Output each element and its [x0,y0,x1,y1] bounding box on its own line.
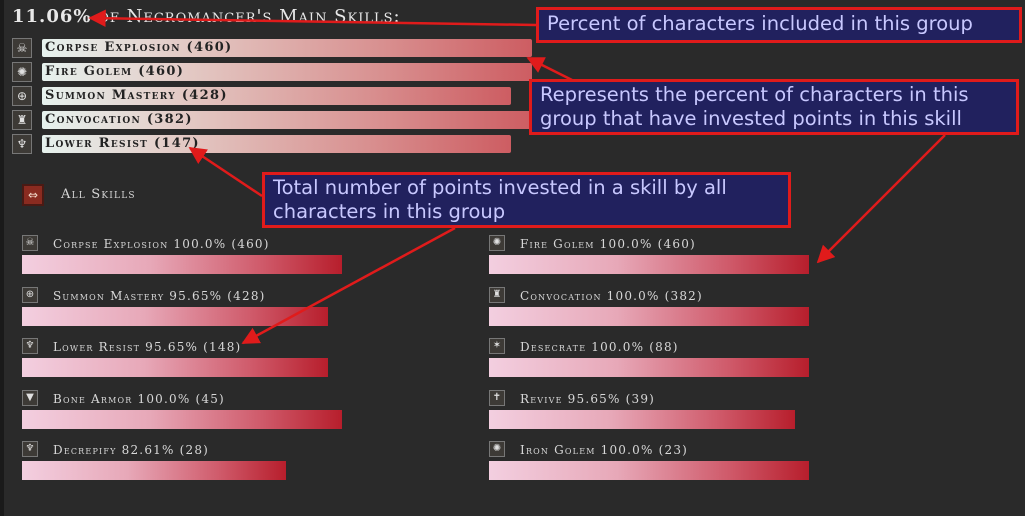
arrow-total-points-1 [188,146,263,198]
summon-mastery-icon: ⊕ [12,86,32,106]
skill-entry-convocation: ♜ Convocation 100.0% (382) [489,287,819,335]
skill-share-bar [489,461,809,480]
skill-entry-summon-mastery: ⊕ Summon Mastery 95.65% (428) [22,287,352,335]
main-skill-row-corpse-explosion: ☠ Corpse Explosion (460) [12,38,532,58]
main-skill-label: Summon Mastery (428) [45,88,228,103]
skill-stat-label: Convocation 100.0% (382) [520,289,703,303]
convocation-icon: ♜ [12,110,32,130]
page-edge [0,0,4,516]
skill-share-bar [22,410,342,429]
main-skill-bar [42,39,532,57]
main-skill-bar [42,111,532,129]
bone-armor-icon: ▼ [22,390,38,406]
skill-stat-label: Bone Armor 100.0% (45) [53,392,225,406]
annotation-group-percent: Percent of characters included in this g… [536,7,1022,43]
skill-share-bar [489,410,795,429]
main-skill-label: Lower Resist (147) [45,136,200,151]
group-title: of Necromancer's Main Skills: [98,6,401,27]
all-skills-toggle-icon[interactable]: ⇔ [22,184,44,206]
skill-share-bar [22,461,286,480]
skill-entry-desecrate: ✶ Desecrate 100.0% (88) [489,338,819,386]
main-skill-label: Convocation (382) [45,112,193,127]
lower-resist-icon: ♆ [22,338,38,354]
all-skills-label[interactable]: All Skills [61,187,136,202]
main-skill-label: Fire Golem (460) [45,64,185,79]
main-skill-row-fire-golem: ✺ Fire Golem (460) [12,62,532,82]
annotation-invested-percent: Represents the percent of characters in … [529,79,1019,135]
fire-golem-icon: ✺ [489,235,505,251]
decrepify-icon: ♆ [22,441,38,457]
main-skill-bar [42,63,532,81]
skill-entry-fire-golem: ✺ Fire Golem 100.0% (460) [489,235,819,283]
arrow-invested-percent-1 [526,56,573,82]
skill-share-bar [22,255,342,274]
skill-entry-corpse-explosion: ☠ Corpse Explosion 100.0% (460) [22,235,352,283]
iron-golem-icon: ✺ [489,441,505,457]
main-skill-label: Corpse Explosion (460) [45,40,233,55]
skill-share-bar [489,307,809,326]
skill-entry-bone-armor: ▼ Bone Armor 100.0% (45) [22,390,352,438]
skill-stat-label: Corpse Explosion 100.0% (460) [53,237,270,251]
corpse-explosion-icon: ☠ [22,235,38,251]
skill-stat-label: Desecrate 100.0% (88) [520,340,679,354]
skill-share-bar [22,307,328,326]
main-skill-bar [42,87,511,105]
corpse-explosion-icon: ☠ [12,38,32,58]
skill-stat-label: Decrepify 82.61% (28) [53,443,210,457]
skill-entry-lower-resist: ♆ Lower Resist 95.65% (148) [22,338,352,386]
skill-entry-iron-golem: ✺ Iron Golem 100.0% (23) [489,441,819,489]
skill-stat-label: Lower Resist 95.65% (148) [53,340,242,354]
lower-resist-icon: ♆ [12,134,32,154]
skill-stat-label: Iron Golem 100.0% (23) [520,443,689,457]
skill-entry-decrepify: ♆ Decrepify 82.61% (28) [22,441,352,489]
skill-stat-label: Summon Mastery 95.65% (428) [53,289,266,303]
skill-stat-label: Revive 95.65% (39) [520,392,656,406]
annotation-total-points: Total number of points invested in a ski… [262,172,791,228]
summon-mastery-icon: ⊕ [22,287,38,303]
skill-share-bar [489,358,809,377]
main-skill-bar [42,135,511,153]
group-header: 11.06% of Necromancer's Main Skills: [12,6,401,27]
skill-entry-revive: ✝ Revive 95.65% (39) [489,390,819,438]
skill-share-bar [489,255,809,274]
convocation-icon: ♜ [489,287,505,303]
arrow-invested-percent-2 [816,134,946,264]
desecrate-icon: ✶ [489,338,505,354]
skill-stat-label: Fire Golem 100.0% (460) [520,237,696,251]
fire-golem-icon: ✺ [12,62,32,82]
main-skill-row-summon-mastery: ⊕ Summon Mastery (428) [12,86,532,106]
main-skill-row-lower-resist: ♆ Lower Resist (147) [12,134,532,154]
main-skill-row-convocation: ♜ Convocation (382) [12,110,532,130]
skill-share-bar [22,358,328,377]
revive-icon: ✝ [489,390,505,406]
group-percent: 11.06% [12,6,92,27]
